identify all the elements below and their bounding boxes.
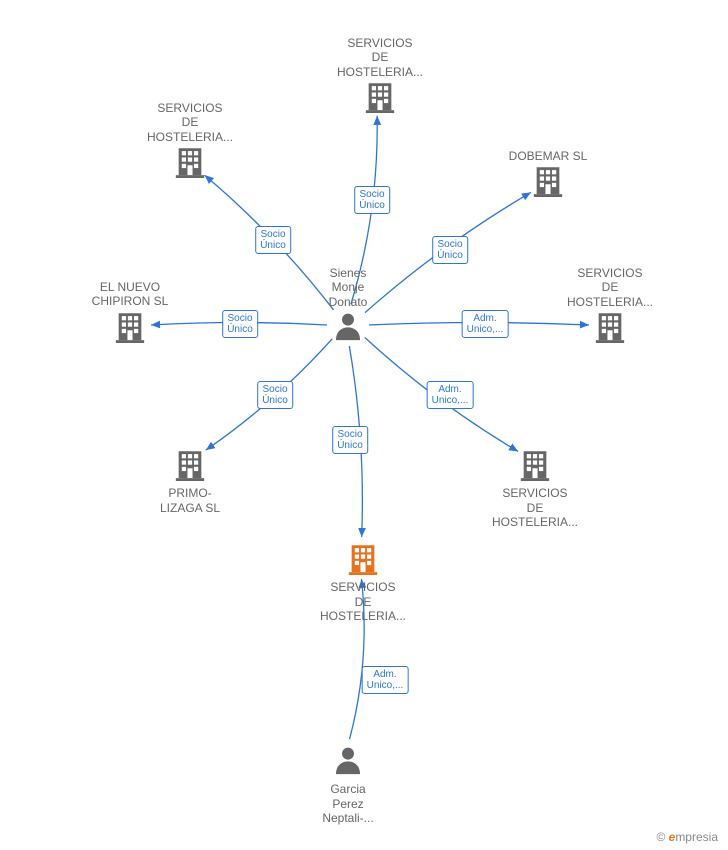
edge-label: Socio Único: [222, 310, 258, 338]
company-node[interactable]: PRIMO- LIZAGA SL: [135, 447, 245, 515]
building-icon: [518, 470, 552, 484]
building-icon: [113, 332, 147, 346]
node-label: EL NUEVO CHIPIRON SL: [75, 280, 185, 309]
building-icon: [173, 470, 207, 484]
node-label: SERVICIOS DE HOSTELERIA...: [555, 266, 665, 309]
company-node[interactable]: SERVICIOS DE HOSTELERIA...: [555, 264, 665, 347]
edge-label: Socio Único: [332, 426, 368, 454]
company-node[interactable]: DOBEMAR SL: [493, 147, 603, 201]
person-node[interactable]: Garcia Perez Neptali-...: [293, 743, 403, 826]
building-icon: [531, 186, 565, 200]
person-icon: [331, 766, 365, 780]
building-icon: [593, 332, 627, 346]
edge-label: Socio Único: [432, 236, 468, 264]
edge-label: Socio Único: [354, 186, 390, 214]
person-icon: [331, 332, 365, 346]
company-node[interactable]: SERVICIOS DE HOSTELERIA...: [480, 447, 590, 530]
copyright: © empresia: [656, 830, 718, 844]
company-node[interactable]: SERVICIOS DE HOSTELERIA...: [325, 34, 435, 117]
node-label: SERVICIOS DE HOSTELERIA...: [325, 36, 435, 79]
brand-rest: mpresia: [675, 830, 718, 844]
node-label: PRIMO- LIZAGA SL: [135, 486, 245, 515]
edge-label: Socio Único: [255, 226, 291, 254]
building-icon: [346, 564, 380, 578]
node-label: SERVICIOS DE HOSTELERIA...: [135, 101, 245, 144]
company-node[interactable]: EL NUEVO CHIPIRON SL: [75, 278, 185, 346]
diagram-canvas: [0, 0, 728, 850]
edge-label: Adm. Unico,...: [362, 666, 409, 694]
node-label: SERVICIOS DE HOSTELERIA...: [308, 580, 418, 623]
node-label: Sienes Monje Donato: [293, 266, 403, 309]
person-node[interactable]: Sienes Monje Donato: [293, 264, 403, 347]
node-label: SERVICIOS DE HOSTELERIA...: [480, 486, 590, 529]
company-node[interactable]: SERVICIOS DE HOSTELERIA...: [135, 99, 245, 182]
node-label: DOBEMAR SL: [493, 149, 603, 163]
edge-label: Socio Único: [257, 381, 293, 409]
edge-label: Adm. Unico,...: [462, 310, 509, 338]
edge-label: Adm. Unico,...: [427, 381, 474, 409]
building-icon: [173, 167, 207, 181]
company-node[interactable]: SERVICIOS DE HOSTELERIA...: [308, 541, 418, 624]
node-label: Garcia Perez Neptali-...: [293, 782, 403, 825]
building-icon: [363, 102, 397, 116]
copyright-symbol: ©: [656, 830, 665, 844]
